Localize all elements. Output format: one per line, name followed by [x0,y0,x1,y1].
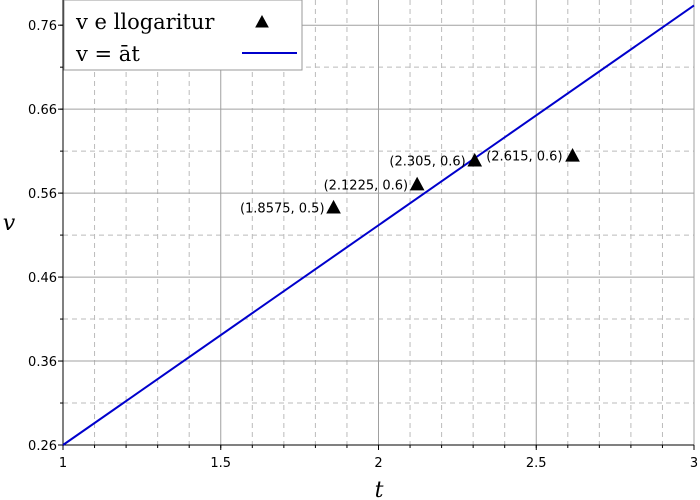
point-annotations: (1.8575, 0.5) (2.1225, 0.6) (2.305, 0.6) (2… [240,150,563,217]
y-tick-label: 0.46 [28,271,57,286]
y-tick-label: 0.36 [28,355,57,370]
legend-label-measured: v e llogaritur [75,10,215,34]
legend-marker-triangle [255,14,269,28]
y-tick-label: 0.76 [28,19,57,34]
y-axis-ticks: 0.26 0.36 0.46 0.56 0.66 0.76 [28,19,63,454]
legend: v e llogaritur v = āt [63,0,303,71]
x-tick-label: 1 [59,456,67,471]
data-point [467,152,483,167]
x-axis-ticks: 1 1.5 2 2.5 3 [59,445,698,471]
y-axis-label: v [3,211,16,236]
data-point [565,148,580,162]
x-tick-label: 2.5 [526,456,547,471]
legend-label-fit: v = āt [75,42,140,66]
x-tick-label: 2 [374,456,382,471]
data-point-label: (1.8575, 0.5) [240,201,325,216]
data-point [326,199,341,214]
legend-box [63,0,303,71]
x-tick-label: 3 [690,456,698,471]
y-tick-label: 0.66 [28,103,57,118]
series-line-group [62,4,695,446]
x-tick-label: 1.5 [210,456,231,471]
data-point [409,176,425,191]
series-points-group [326,148,580,214]
fit-line [62,4,695,446]
x-axis-label: t [375,478,384,500]
data-point-label: (2.305, 0.6) [389,155,465,170]
y-tick-label: 0.26 [28,439,57,454]
grid-major [62,0,695,446]
data-point-label: (2.1225, 0.6) [324,178,409,193]
y-tick-label: 0.56 [28,187,57,202]
data-point-label: (2.615, 0.6) [486,150,562,165]
